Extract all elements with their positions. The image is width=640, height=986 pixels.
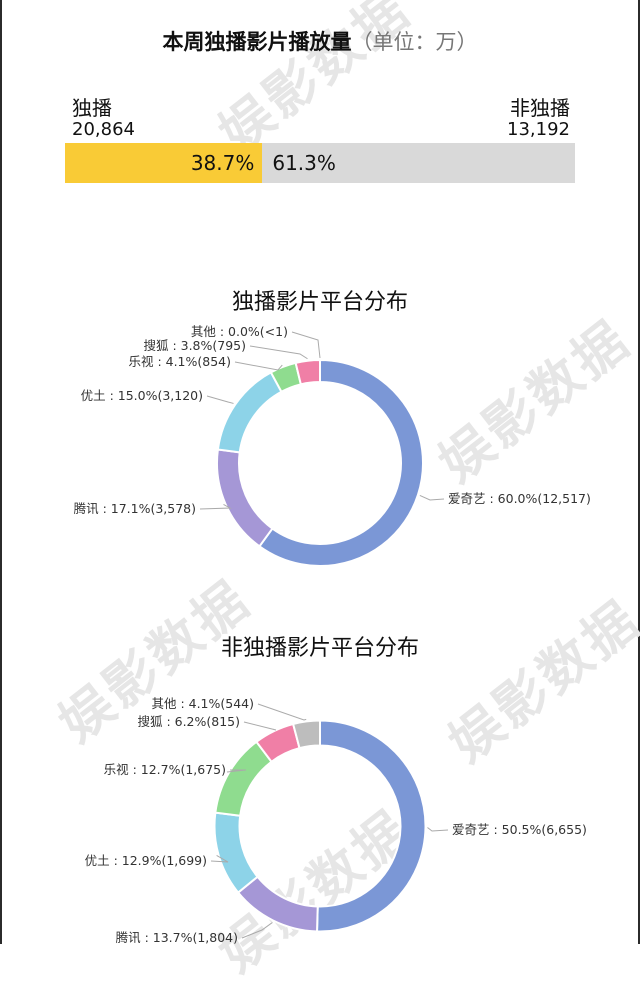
donut-leader-line-1 [427,827,449,832]
donut-slice-label-5: 搜狐 : 6.2%(815) [137,714,240,729]
donut-slice-5 [294,358,321,386]
donut-leader-line-1 [419,494,445,501]
exclusive-value: 20,864 [72,119,135,140]
donut-leader-line-5 [243,721,277,731]
donut-leader-line-3 [206,395,234,404]
donut-slice-4 [214,740,273,817]
donut-leader-line-6 [291,331,321,359]
donut-leader-line-5 [249,345,308,360]
donut-slice-label-6: 其他 : 4.1%(544) [151,696,254,711]
exclusive-bar-fill: 38.7% [65,143,263,183]
donut-slice-1 [315,719,427,933]
exclusive-pct-label: 38.7% [190,151,255,175]
exclusive-donut-title: 独播影片平台分布 [231,290,408,315]
donut-slice-label-3: 优土 : 15.0%(3,120) [81,388,203,403]
page-title-text: 本周独播影片播放量 [162,30,352,54]
donut-slice-1 [258,358,424,567]
nonexclusive-platform-donut: 爱奇艺 : 50.5%(6,655) 腾讯 : 13.7%(1,804) 优土 : … [85,696,587,945]
donut-slice-2 [216,448,274,548]
donut-slice-6 [291,719,321,750]
donut-slice-label-5: 搜狐 : 3.8%(795) [143,338,246,353]
donut-leader-line-3 [210,855,229,863]
page-title-unit: （单位：万） [351,30,478,54]
donut-slice-label-4: 乐视 : 12.7%(1,675) [104,762,226,777]
donut-leader-line-4 [226,769,247,773]
nonexclusive-bar-fill: 61.3% [262,143,575,183]
exclusive-label: 独播 [72,96,112,120]
nonexclusive-value: 13,192 [507,119,570,140]
donut-slice-label-6: 其他 : 0.0%(<1) [191,324,288,339]
donut-slice-label-3: 优土 : 12.9%(1,699) [85,853,207,868]
donut-leader-line-2 [241,922,273,939]
donut-leader-line-4 [234,361,283,371]
nonexclusive-label: 非独播 [510,96,570,120]
exclusive-split-bar: 38.7% 61.3% [65,143,575,183]
donut-leader-line-2 [199,503,232,510]
donut-slice-label-4: 乐视 : 4.1%(854) [128,354,231,369]
nonexclusive-donut-title: 非独播影片平台分布 [220,636,419,661]
page-title: 本周独播影片播放量（单位：万） [0,26,640,56]
donut-slice-label-1: 爱奇艺 : 50.5%(6,655) [452,822,587,837]
donut-slice-3 [213,811,259,894]
nonexclusive-pct-label: 61.3% [272,151,336,175]
frame-left-border [0,0,2,944]
donut-slice-label-1: 爱奇艺 : 60.0%(12,517) [448,491,591,506]
donut-leader-line-6 [257,703,307,721]
watermark-1: 娱影数据 [208,0,423,165]
donut-slice-label-2: 腾讯 : 17.1%(3,578) [74,501,196,516]
donut-slice-3 [216,371,283,454]
donut-slice-label-2: 腾讯 : 13.7%(1,804) [116,930,238,945]
donut-slice-2 [236,875,319,933]
frame-right-border [638,0,640,944]
exclusive-platform-donut: 爱奇艺 : 60.0%(12,517) 腾讯 : 17.1%(3,578) 优土 :… [74,324,591,567]
